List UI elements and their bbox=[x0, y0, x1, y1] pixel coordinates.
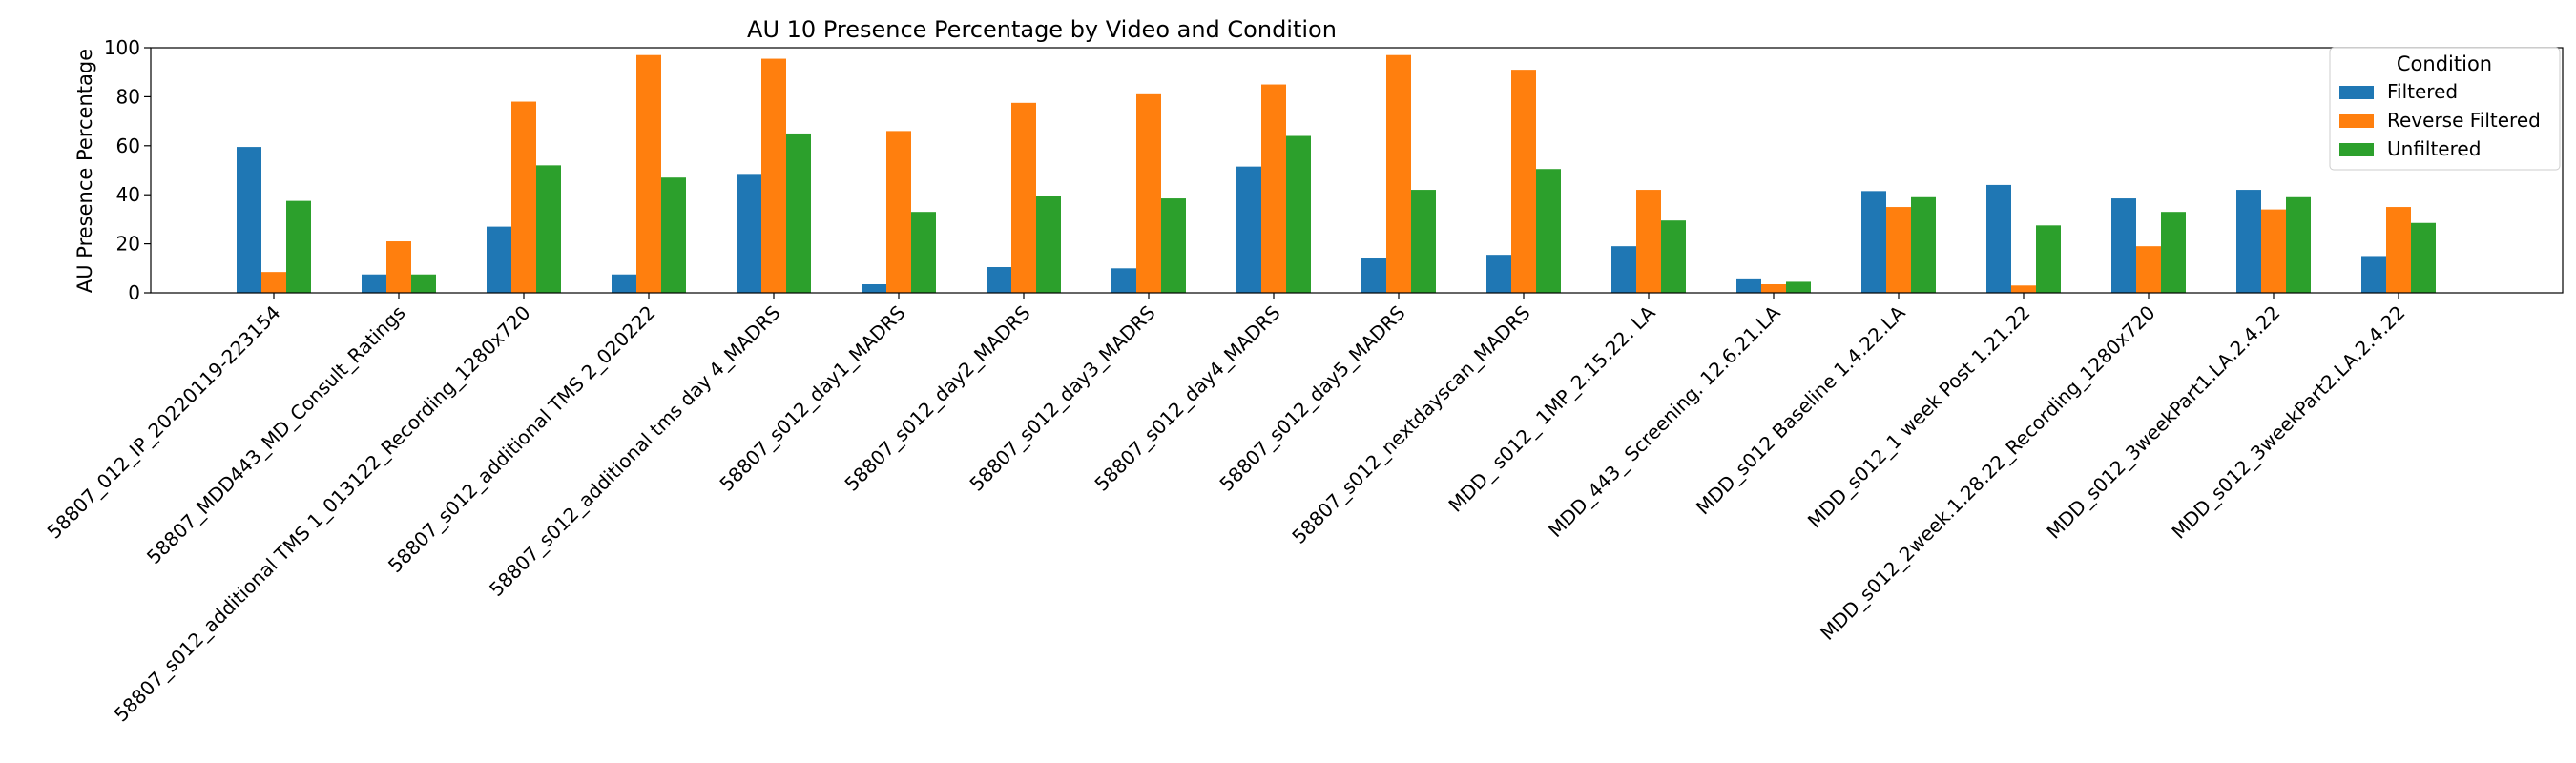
x-tick-label: MDD_s012_3weekPart1.LA.2.4.22 bbox=[2042, 301, 2284, 544]
x-tick-label: 58807_s012_additional TMS 2_020222 bbox=[384, 301, 660, 578]
legend-items: Filtered Reverse Filtered Unfiltered bbox=[2339, 80, 2541, 160]
y-tick-label: 80 bbox=[116, 85, 140, 108]
bar bbox=[487, 226, 511, 293]
bar bbox=[612, 274, 636, 293]
legend-swatch bbox=[2339, 86, 2374, 99]
bar bbox=[1761, 284, 1786, 293]
bars-group bbox=[237, 54, 2436, 294]
bar bbox=[1536, 169, 1561, 293]
bar bbox=[1286, 135, 1311, 293]
legend-swatch bbox=[2339, 143, 2374, 156]
bar bbox=[2411, 222, 2436, 293]
y-tick-label: 0 bbox=[128, 281, 140, 304]
x-tick-label: MDD_s012 Baseline 1.4.22.LA bbox=[1692, 300, 1910, 519]
bar bbox=[1261, 84, 1286, 293]
bar bbox=[862, 284, 886, 293]
y-tick-label: 60 bbox=[116, 134, 140, 157]
bar bbox=[386, 241, 411, 293]
bar bbox=[1986, 184, 2011, 293]
bar bbox=[987, 267, 1011, 293]
bar bbox=[1786, 281, 1811, 293]
x-tick-label: 58807_MDD443_MD_Consult_Ratings bbox=[142, 301, 410, 569]
bar bbox=[636, 54, 661, 294]
bar bbox=[1911, 196, 1936, 293]
bar bbox=[2161, 212, 2186, 293]
bar bbox=[886, 131, 911, 293]
bar bbox=[911, 212, 936, 293]
bar bbox=[2111, 198, 2136, 293]
bar bbox=[1611, 246, 1636, 293]
bar bbox=[2261, 209, 2286, 293]
bar bbox=[536, 165, 561, 293]
x-tick-label: 58807_s012_additional tms day 4_MADRS bbox=[485, 301, 785, 602]
bar bbox=[1861, 191, 1886, 293]
chart-title: AU 10 Presence Percentage by Video and C… bbox=[747, 16, 1337, 43]
bar bbox=[1036, 196, 1061, 293]
bar bbox=[2036, 225, 2061, 293]
bar bbox=[1161, 198, 1186, 293]
legend-swatch bbox=[2339, 114, 2374, 128]
bar bbox=[737, 174, 761, 293]
bar bbox=[286, 200, 311, 294]
bar bbox=[2286, 196, 2311, 293]
bar bbox=[2361, 256, 2386, 293]
y-ticks: 0 20 40 60 80 100 bbox=[104, 36, 151, 304]
bar bbox=[786, 133, 811, 293]
bar bbox=[261, 272, 286, 293]
x-ticks: 58807_012_IP_20220119-22315458807_MDD443… bbox=[43, 293, 2410, 726]
x-tick-label: MDD_s012_1 week Post 1.21.22 bbox=[1803, 301, 2035, 533]
bar bbox=[1661, 220, 1686, 293]
bar bbox=[411, 274, 436, 293]
bar bbox=[2236, 190, 2261, 293]
y-tick-label: 100 bbox=[104, 36, 140, 59]
bar bbox=[1361, 258, 1386, 293]
y-tick-label: 40 bbox=[116, 183, 140, 206]
legend-label: Reverse Filtered bbox=[2387, 109, 2541, 132]
bar bbox=[1486, 255, 1511, 293]
legend-title: Condition bbox=[2397, 52, 2492, 75]
bar bbox=[1511, 70, 1536, 293]
bar bbox=[1636, 190, 1661, 293]
legend: Condition Filtered Reverse Filtered Unfilt… bbox=[2329, 47, 2561, 171]
bar bbox=[237, 147, 261, 293]
x-tick-label: MDD_s012_3weekPart2.LA.2.4.22 bbox=[2167, 301, 2409, 544]
y-tick-label: 20 bbox=[116, 233, 140, 256]
plot-frame bbox=[150, 47, 2564, 294]
bar bbox=[2011, 285, 2036, 293]
bar bbox=[1736, 278, 1761, 293]
bar bbox=[1386, 54, 1411, 294]
x-tick-label: 58807_012_IP_20220119-223154 bbox=[43, 301, 285, 544]
bar bbox=[1136, 93, 1161, 293]
bar bbox=[1111, 268, 1136, 293]
bar bbox=[661, 177, 686, 293]
x-tick-label: 58807_s012_additional TMS 1_013122_Recor… bbox=[110, 301, 535, 727]
bar bbox=[511, 101, 536, 293]
bar bbox=[1886, 207, 1911, 293]
legend-label: Unfiltered bbox=[2387, 137, 2481, 160]
x-tick-label: MDD_443_ Screening. 12.6.21.LA bbox=[1544, 300, 1785, 542]
legend-box bbox=[2329, 47, 2561, 171]
bar bbox=[761, 58, 786, 294]
y-axis-label: AU Presence Percentage bbox=[73, 49, 96, 293]
bar bbox=[1236, 166, 1261, 293]
bar bbox=[2136, 246, 2161, 293]
x-tick-label: 58807_s012_nextdayscan_MADRS bbox=[1287, 301, 1534, 548]
bar bbox=[1411, 190, 1436, 293]
bar bbox=[362, 274, 386, 293]
bar bbox=[1011, 102, 1036, 293]
x-tick-label: MDD_ s012_ 1MP_2.15.22. LA bbox=[1444, 300, 1659, 516]
bar bbox=[2386, 207, 2411, 293]
legend-label: Filtered bbox=[2387, 80, 2458, 103]
